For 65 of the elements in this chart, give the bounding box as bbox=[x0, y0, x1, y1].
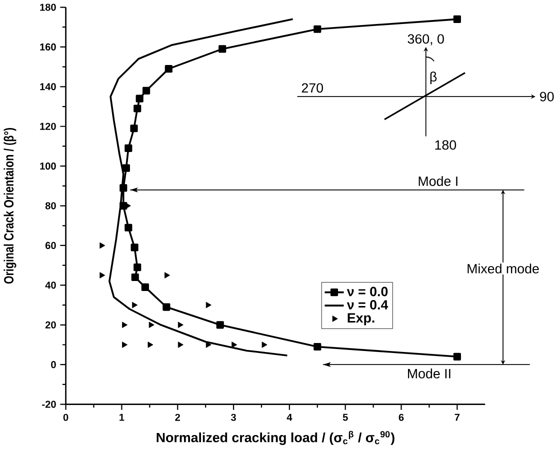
point bbox=[453, 353, 461, 361]
y-tick-label: 140 bbox=[40, 83, 56, 90]
point bbox=[136, 94, 144, 103]
y-tick-label: 60 bbox=[45, 242, 56, 250]
point bbox=[141, 284, 149, 292]
x-tick-label: 6 bbox=[398, 414, 404, 422]
point bbox=[148, 342, 154, 348]
y-tick-label: 100 bbox=[40, 162, 56, 170]
point bbox=[122, 164, 130, 172]
x-tick-label: 2 bbox=[175, 414, 180, 421]
point bbox=[100, 242, 106, 249]
y-tick-label: -20 bbox=[42, 400, 56, 408]
annotation: β bbox=[430, 72, 437, 84]
x-tick-label: 3 bbox=[230, 414, 236, 422]
annotation: Mixed mode bbox=[468, 264, 539, 274]
x-tick-label: 4 bbox=[286, 414, 292, 421]
legend-label: Exp. bbox=[348, 313, 374, 326]
point bbox=[130, 124, 138, 132]
point bbox=[178, 342, 184, 348]
point bbox=[131, 274, 139, 282]
point bbox=[122, 342, 128, 348]
point bbox=[122, 322, 128, 328]
point bbox=[162, 303, 170, 311]
point bbox=[178, 322, 184, 328]
x-axis-title: Normalized cracking load / (σ$_{c}$$^{β}$ / σ$_{c}$$^{90}$) bbox=[156, 430, 394, 446]
y-tick-label: 0 bbox=[51, 361, 56, 368]
y-tick-label: 40 bbox=[45, 282, 56, 289]
point bbox=[314, 343, 322, 351]
point bbox=[216, 321, 224, 329]
x-tick-label: 0 bbox=[63, 414, 68, 422]
point bbox=[142, 86, 150, 95]
ref-line-label: Mode I bbox=[418, 176, 458, 186]
point bbox=[164, 272, 170, 279]
point bbox=[134, 264, 142, 272]
text: 90 bbox=[540, 92, 554, 102]
legend-label: ν = 0.0 bbox=[346, 286, 388, 296]
point bbox=[164, 65, 172, 73]
ref-line-label: Mode II bbox=[408, 368, 450, 378]
point bbox=[453, 16, 461, 24]
legend-label: ν = 0.4 bbox=[346, 300, 388, 310]
y-tick-label: 20 bbox=[45, 321, 56, 329]
annotation: 270 bbox=[302, 83, 324, 93]
point bbox=[314, 25, 322, 34]
point bbox=[262, 342, 268, 348]
point bbox=[206, 342, 212, 348]
point bbox=[124, 144, 132, 152]
y-axis-title: Original Crack Orientaion / (β°) bbox=[4, 128, 16, 284]
y-tick-label: 120 bbox=[40, 122, 56, 130]
point bbox=[130, 244, 138, 252]
x-tick-label: 7 bbox=[454, 414, 460, 421]
annotation: 360, 0 bbox=[408, 34, 444, 46]
point bbox=[124, 224, 132, 232]
annotation: 180 bbox=[435, 140, 456, 150]
x-tick-label: 5 bbox=[342, 414, 348, 421]
y-tick-label: 80 bbox=[45, 202, 56, 210]
y-tick-label: 180 bbox=[40, 4, 56, 11]
point bbox=[148, 322, 154, 328]
x-tick-label: 1 bbox=[120, 414, 124, 421]
y-tick-label: 160 bbox=[40, 44, 56, 51]
point bbox=[134, 104, 142, 112]
point bbox=[218, 45, 226, 53]
point bbox=[120, 184, 128, 192]
point bbox=[206, 302, 212, 308]
point bbox=[100, 272, 106, 279]
point bbox=[132, 302, 138, 308]
